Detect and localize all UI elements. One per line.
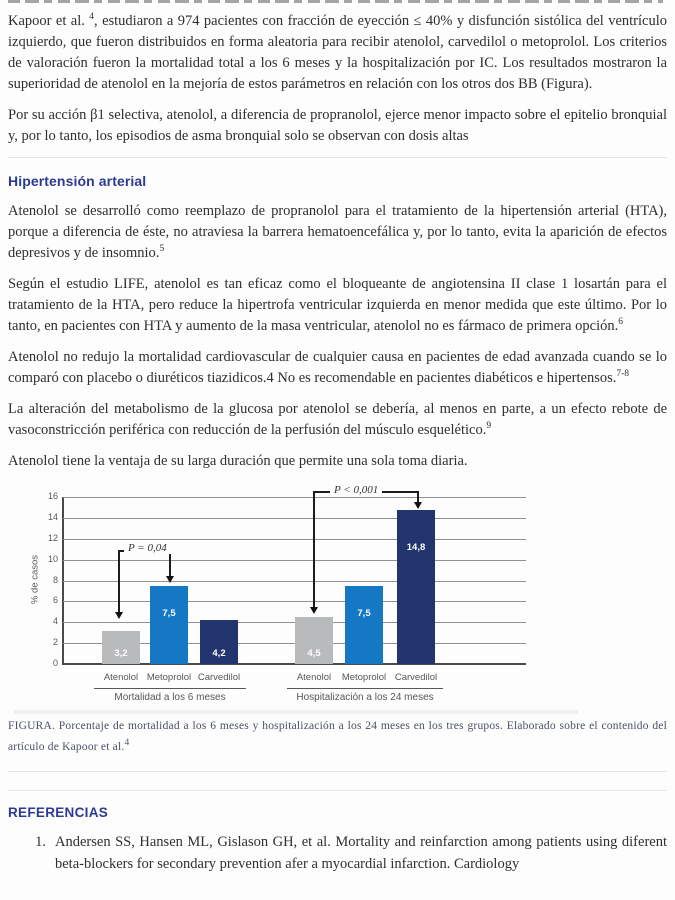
annotation-line bbox=[417, 491, 419, 502]
section-divider bbox=[8, 790, 667, 791]
category-label-atenolol: Atenolol bbox=[296, 672, 332, 683]
paragraph-reemplazo-propranolol: Atenolol se desarrolló como reemplazo de… bbox=[8, 201, 667, 264]
section-divider bbox=[8, 157, 667, 158]
bar-value-label: 7,5 bbox=[357, 607, 371, 619]
citation-superscript: 7-8 bbox=[616, 369, 630, 380]
y-tick-14: 14 bbox=[47, 511, 58, 522]
gridline-12 bbox=[63, 538, 526, 540]
y-tick-16: 16 bbox=[47, 491, 58, 501]
bar-atenolol-g1: 4,5 bbox=[295, 617, 333, 664]
section-heading-hipertension: Hipertensión arterial bbox=[8, 173, 147, 189]
figure-caption: FIGURA. Porcentaje de mortalidad a los 6… bbox=[8, 716, 667, 758]
gridline-2 bbox=[63, 643, 526, 645]
bar-value-label: 4,5 bbox=[307, 648, 321, 659]
annotation-line bbox=[118, 550, 127, 552]
paragraph-text: Atenolol se desarrolló como reemplazo de… bbox=[8, 203, 667, 261]
y-tick-6: 6 bbox=[52, 595, 58, 606]
bar-value-label: 14,8 bbox=[406, 541, 426, 553]
annotation-line bbox=[169, 550, 171, 576]
gridline-6 bbox=[63, 601, 526, 603]
article-page: Kapoor et al. 4, estudiaron a 974 pacien… bbox=[8, 11, 667, 875]
y-tick-10: 10 bbox=[47, 553, 58, 564]
citation-superscript: 6 bbox=[618, 317, 624, 328]
y-tick-4: 4 bbox=[52, 616, 58, 627]
annotation-line bbox=[118, 550, 120, 612]
group-caption: Mortalidad a los 6 meses bbox=[114, 692, 226, 703]
reference-number: 1. bbox=[35, 834, 46, 850]
caption-text: FIGURA. Porcentaje de mortalidad a los 6… bbox=[8, 720, 667, 753]
chart-plot: 3,2 7,5 4,2 4,5 7,5 14,8 bbox=[63, 497, 526, 665]
y-tick-2: 2 bbox=[52, 637, 58, 648]
paragraph-beta1-selectivity: Por su acción β1 selectiva, atenolol, a … bbox=[8, 105, 667, 147]
arrow-down-icon bbox=[166, 576, 174, 583]
gridline-16 bbox=[63, 497, 526, 498]
bar-value-label: 7,5 bbox=[162, 607, 176, 619]
paragraph-text: Según el estudio LIFE, atenolol es tan e… bbox=[8, 276, 667, 334]
y-tick-8: 8 bbox=[52, 574, 58, 585]
paragraph-text: Atenolol tiene la ventaja de su larga du… bbox=[8, 453, 468, 469]
gridline-0 bbox=[63, 663, 526, 665]
gridline-8 bbox=[63, 580, 526, 582]
bar-value-label: 4,2 bbox=[212, 648, 226, 659]
paragraph-metabolismo-glucosa: La alteración del metabolismo de la gluc… bbox=[8, 399, 667, 441]
arrow-down-icon bbox=[414, 502, 422, 509]
bar-carvedilol-g0: 4,2 bbox=[200, 620, 238, 664]
citation-superscript: 9 bbox=[486, 421, 492, 432]
section-divider bbox=[8, 771, 667, 772]
citation-superscript: 4 bbox=[89, 12, 95, 23]
gridline-14 bbox=[63, 517, 526, 519]
group-underline bbox=[94, 688, 246, 689]
category-label-carvedilol: Carvedilol bbox=[394, 672, 438, 683]
references-heading: REFERENCIAS bbox=[8, 805, 109, 820]
paragraph-kapoor-study: Kapoor et al. 4, estudiaron a 974 pacien… bbox=[8, 11, 667, 95]
paragraph-estudio-life: Según el estudio LIFE, atenolol es tan e… bbox=[8, 274, 667, 337]
category-label-atenolol: Atenolol bbox=[103, 672, 139, 683]
group-caption: Hospitalización a los 24 meses bbox=[296, 692, 434, 703]
group-underline bbox=[287, 688, 443, 689]
gridline-10 bbox=[63, 559, 526, 561]
p-value-label: P < 0,001 bbox=[330, 484, 383, 496]
paragraph-text: Por su acción β1 selectiva, atenolol, a … bbox=[8, 107, 667, 144]
figure-bottom-edge bbox=[14, 710, 578, 714]
clipped-text-top-edge bbox=[8, 0, 663, 3]
arrow-down-icon bbox=[115, 612, 123, 619]
citation-superscript: 4 bbox=[124, 738, 130, 749]
paragraph-text: Kapoor et al. bbox=[8, 13, 90, 29]
y-tick-12: 12 bbox=[47, 532, 58, 543]
bar-atenolol-g0: 3,2 bbox=[102, 630, 140, 664]
citation-superscript: 5 bbox=[159, 244, 165, 255]
reference-item: 1. Andersen SS, Hansen ML, Gislason GH, … bbox=[8, 832, 667, 875]
category-label-carvedilol: Carvedilol bbox=[197, 672, 241, 683]
reference-text: Andersen SS, Hansen ML, Gislason GH, et … bbox=[55, 834, 667, 872]
figure-bar-chart: % de casos 3,2 7,5 4,2 4,5 7,5 14,8 P = 0,04 … bbox=[14, 482, 578, 714]
paragraph-mortalidad-cardiovascular: Atenolol no redujo la mortalidad cardiov… bbox=[8, 347, 667, 389]
paragraph-toma-diaria: Atenolol tiene la ventaja de su larga du… bbox=[8, 451, 667, 472]
y-tick-0: 0 bbox=[52, 658, 58, 668]
p-value-label: P = 0,04 bbox=[124, 542, 171, 554]
bar-metoprolol-g1: 7,5 bbox=[345, 585, 383, 664]
gridline-4 bbox=[63, 622, 526, 624]
paragraph-text: Atenolol no redujo la mortalidad cardiov… bbox=[8, 349, 667, 386]
bar-value-label: 3,2 bbox=[114, 648, 128, 659]
arrow-down-icon bbox=[310, 607, 318, 614]
bar-metoprolol-g0: 7,5 bbox=[150, 585, 188, 664]
category-label-metoprolol: Metoprolol bbox=[146, 672, 192, 683]
paragraph-text: , estudiaron a 974 pacientes con fracció… bbox=[8, 13, 667, 92]
annotation-line bbox=[313, 491, 315, 607]
paragraph-text: La alteración del metabolismo de la gluc… bbox=[8, 401, 667, 438]
bar-carvedilol-g1: 14,8 bbox=[397, 509, 435, 664]
category-label-metoprolol: Metoprolol bbox=[341, 672, 387, 683]
